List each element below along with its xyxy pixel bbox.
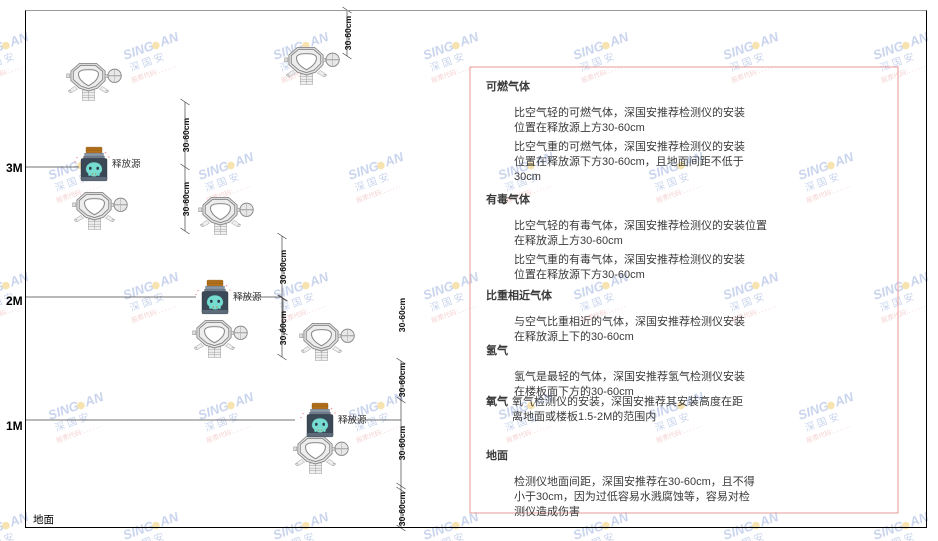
svg-text:3M: 3M	[6, 161, 23, 175]
svg-text:2M: 2M	[6, 294, 23, 308]
svg-text:1M: 1M	[6, 419, 23, 433]
